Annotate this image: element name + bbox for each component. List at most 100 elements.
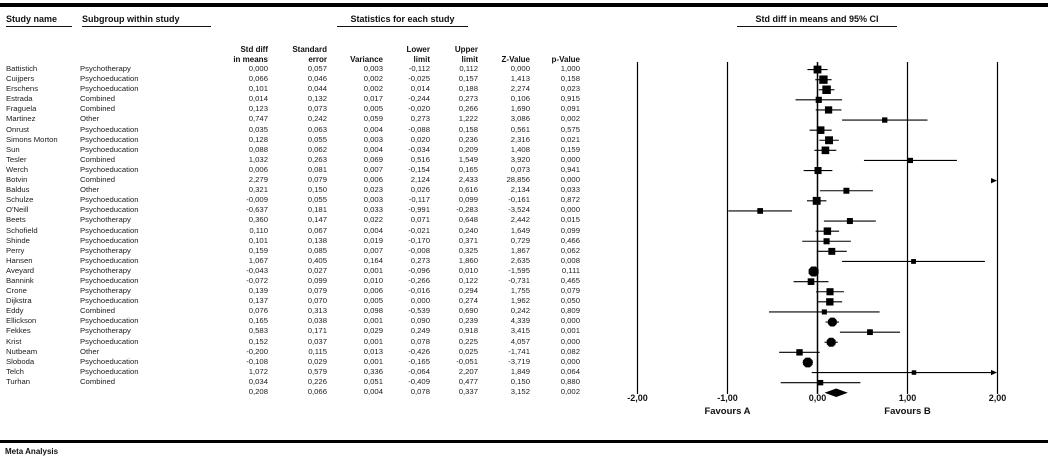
effect-marker xyxy=(823,227,832,235)
stat-value-cell: 0,014 xyxy=(410,84,430,94)
stat-value-cell: 0,027 xyxy=(307,265,327,275)
study-name-cell: Telch xyxy=(6,366,24,376)
stat-value-cell: -0,731 xyxy=(508,275,530,285)
stat-value-cell: 0,033 xyxy=(363,205,383,215)
stat-value-cell: 0,007 xyxy=(363,245,383,255)
stat-value-cell: 0,158 xyxy=(458,124,478,134)
stat-value-cell: 0,122 xyxy=(458,275,478,285)
study-row: Sloboda Psychoeducation -0,108 0,029 0,001 -0… xyxy=(6,357,580,367)
study-name-cell: Baldus xyxy=(6,185,30,195)
stat-value-cell: 0,336 xyxy=(363,366,383,376)
subgroup-cell: Psychotherapy xyxy=(80,64,131,73)
subgroup-cell: Psychoeducation xyxy=(80,124,139,134)
stat-value-cell: 0,616 xyxy=(458,185,478,195)
column-header-z-value: Z-Value xyxy=(478,34,530,64)
stat-value-cell: 0,085 xyxy=(307,245,327,255)
study-name-cell: Tesler xyxy=(6,154,27,164)
stat-value-cell: 0,159 xyxy=(560,144,580,154)
study-row: Perry Psychotherapy 0,159 0,085 0,007 -0,008 0… xyxy=(6,246,580,256)
effect-marker xyxy=(824,106,833,114)
stat-value-cell: -0,034 xyxy=(408,144,430,154)
stat-value-cell: 0,872 xyxy=(560,195,580,205)
stat-value-cell: 0,079 xyxy=(307,175,327,185)
stat-value-cell: 0,915 xyxy=(560,94,580,104)
column-header-std-diff: Std diff in means xyxy=(208,34,268,64)
study-name-cell: Cuijpers xyxy=(6,74,35,84)
stat-value-cell: 0,000 xyxy=(560,175,580,185)
study-name-cell: Schulze xyxy=(6,195,34,205)
column-header-line: limit xyxy=(461,54,478,64)
stat-value-cell: 1,408 xyxy=(510,144,530,154)
stat-value-cell: 0,055 xyxy=(307,195,327,205)
study-row: Telch Psychoeducation 1,072 0,579 0,336 -0,06… xyxy=(6,367,580,377)
stat-value-cell: 0,037 xyxy=(307,336,327,346)
stat-value-cell: 0,057 xyxy=(307,64,327,73)
stat-value-cell: 0,516 xyxy=(410,154,430,164)
stat-value-cell: 1,549 xyxy=(458,154,478,164)
study-row: Cuijpers Psychoeducation 0,066 0,046 0,002 -0… xyxy=(6,74,580,84)
clip-arrow-icon xyxy=(991,177,997,184)
study-name-cell: Perry xyxy=(6,245,25,255)
stat-value-cell: 0,051 xyxy=(363,376,383,386)
stat-value-cell: 0,225 xyxy=(458,336,478,346)
stat-value-cell: 0,071 xyxy=(410,215,430,225)
study-row: Aveyard Psychotherapy -0,043 0,027 0,001 -0,0… xyxy=(6,266,580,276)
column-header-standard-error: Standard error xyxy=(268,34,327,64)
stat-value-cell: 0,164 xyxy=(363,255,383,265)
stat-value-cell: 0,648 xyxy=(458,215,478,225)
stat-value-cell: 0,165 xyxy=(248,316,268,326)
effect-marker xyxy=(843,187,850,194)
stat-value-cell: -0,108 xyxy=(246,356,268,366)
stat-value-cell: 0,034 xyxy=(248,376,268,386)
stat-value-cell: 1,649 xyxy=(510,225,530,235)
stat-value-cell: 0,004 xyxy=(363,144,383,154)
stat-value-cell: 0,082 xyxy=(560,346,580,356)
study-name-cell: Fraguela xyxy=(6,104,37,114)
forest-plot-svg xyxy=(636,62,999,398)
stat-value-cell: 0,240 xyxy=(458,225,478,235)
study-row: Sun Psychoeducation 0,088 0,062 0,004 -0,034 0… xyxy=(6,145,580,155)
stat-value-cell: 0,002 xyxy=(363,84,383,94)
stat-value-cell: 0,690 xyxy=(458,306,478,316)
stat-value-cell: 0,128 xyxy=(248,134,268,144)
subgroup-cell: Psychotherapy xyxy=(80,245,131,255)
stat-value-cell: 28,856 xyxy=(506,175,530,185)
effect-marker xyxy=(815,96,822,103)
study-name-cell: Sun xyxy=(6,144,20,154)
column-header-p-value: p-Value xyxy=(530,34,580,64)
study-row: Baldus Other 0,321 0,150 0,023 0,026 0,616 2,13… xyxy=(6,185,580,195)
effect-marker xyxy=(826,337,836,347)
study-name-cell: Sloboda xyxy=(6,356,35,366)
stat-value-cell: -0,009 xyxy=(246,195,268,205)
stat-value-cell: 0,115 xyxy=(308,346,327,356)
stat-value-cell: 0,055 xyxy=(307,134,327,144)
stat-value-cell: 3,415 xyxy=(510,326,530,336)
stat-value-cell: 0,000 xyxy=(560,154,580,164)
stat-value-cell: 0,159 xyxy=(248,245,268,255)
stat-value-cell: 0,026 xyxy=(410,185,430,195)
stat-value-cell: -0,088 xyxy=(408,124,430,134)
study-name-cell: Fekkes xyxy=(6,326,31,336)
stat-value-cell: 0,729 xyxy=(510,235,530,245)
subgroup-cell: Combined xyxy=(80,175,116,185)
study-name-cell: Simons Morton xyxy=(6,134,58,144)
stat-value-cell: 0,001 xyxy=(560,326,580,336)
column-header-line: Z-Value xyxy=(501,54,530,64)
stat-value-cell: 0,006 xyxy=(363,286,383,296)
stat-value-cell: 2,274 xyxy=(510,84,530,94)
subgroup-cell: Psychoeducation xyxy=(80,275,139,285)
stat-value-cell: 0,099 xyxy=(458,195,478,205)
study-row: Tesler Combined 1,032 0,263 0,069 0,516 1,549 3… xyxy=(6,155,580,165)
stat-value-cell: -0,283 xyxy=(456,205,478,215)
stat-value-cell: 0,360 xyxy=(248,215,268,225)
stat-value-cell: 0,001 xyxy=(363,356,383,366)
stat-value-cell: 0,165 xyxy=(458,164,478,174)
stat-value-cell: 0,583 xyxy=(248,326,268,336)
effect-marker xyxy=(825,136,833,145)
column-header-line: Standard xyxy=(292,45,327,54)
stat-value-cell: 0,081 xyxy=(307,164,327,174)
stat-value-cell: 0,242 xyxy=(307,114,327,124)
stat-value-cell: -0,112 xyxy=(408,64,430,73)
subgroup-cell: Psychoeducation xyxy=(80,336,139,346)
stat-value-cell: 0,035 xyxy=(248,124,268,134)
